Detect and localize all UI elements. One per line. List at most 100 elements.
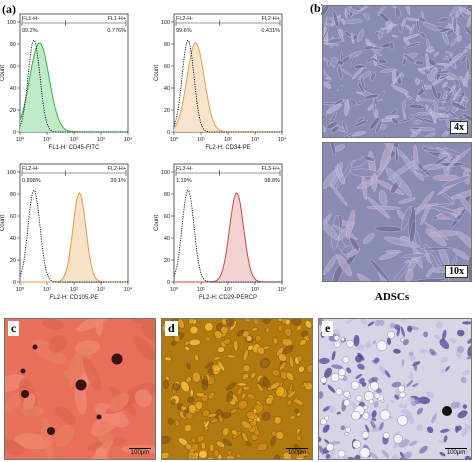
x-tick-label: 10³ bbox=[251, 287, 259, 293]
scale-bar-c: 100μm bbox=[129, 448, 151, 456]
vacuole bbox=[324, 415, 330, 421]
y-tick-label: 80 bbox=[10, 42, 16, 48]
adscs-caption: ADSCs bbox=[374, 291, 410, 303]
x-tick-label: 10¹ bbox=[43, 287, 51, 293]
y-tick-label: 20 bbox=[10, 258, 16, 264]
cell-shape bbox=[213, 449, 220, 457]
cell-shape bbox=[400, 409, 410, 415]
cell-shape bbox=[255, 400, 262, 406]
cell-shape bbox=[289, 415, 296, 420]
cell-shape bbox=[306, 364, 312, 374]
cell-shape bbox=[332, 10, 339, 28]
cell-shape bbox=[464, 47, 471, 54]
cell-shape bbox=[408, 351, 414, 357]
cell-shape bbox=[395, 146, 399, 163]
cell-shape bbox=[378, 27, 384, 40]
cell-shape bbox=[421, 79, 427, 96]
cell-shape bbox=[391, 381, 402, 388]
dark-deposit bbox=[32, 344, 38, 350]
cell-shape bbox=[460, 54, 468, 63]
cell-shape bbox=[241, 420, 252, 429]
y-tick-label: 60 bbox=[10, 64, 16, 70]
cell-shape bbox=[363, 45, 374, 50]
cell-shape bbox=[385, 20, 392, 26]
cell-shape bbox=[206, 456, 216, 459]
cell-shape bbox=[337, 254, 352, 277]
dark-deposit bbox=[47, 427, 55, 435]
cell-shape bbox=[439, 27, 451, 33]
y-tick-label: 0 bbox=[167, 280, 170, 286]
cell-shape bbox=[354, 454, 361, 459]
positive-gate-label: FL2-H+ bbox=[108, 166, 127, 172]
cell-shape bbox=[410, 355, 416, 362]
cell-shape bbox=[255, 335, 262, 342]
cell-shape bbox=[441, 329, 447, 341]
cell-shape bbox=[340, 425, 346, 431]
histogram-1: 0 20 40 60 80 100 Count 10⁰ 10¹ 10² 10³ 10⁴ FL1-H: C… bbox=[0, 13, 133, 151]
cell-shape bbox=[447, 109, 459, 119]
cell-shape bbox=[442, 55, 454, 60]
cell-shape bbox=[162, 451, 170, 459]
cell-shape bbox=[446, 155, 460, 171]
stain-image-c: c 100μm bbox=[4, 318, 156, 460]
negative-gate-percent: 0.898% bbox=[22, 178, 41, 184]
vacuole bbox=[340, 337, 345, 342]
cell-shape bbox=[304, 320, 312, 329]
cell-shape bbox=[430, 84, 438, 99]
cell-shape bbox=[426, 426, 434, 434]
vacuole bbox=[320, 376, 328, 384]
cell-shape bbox=[237, 399, 248, 410]
vacuole bbox=[376, 340, 388, 352]
x-tick-label: 10⁴ bbox=[124, 286, 133, 293]
cell-shape bbox=[424, 148, 445, 153]
cell-shape bbox=[462, 369, 470, 376]
cell-shape bbox=[196, 434, 205, 443]
cell-shape bbox=[426, 391, 435, 399]
cell-shape bbox=[259, 357, 270, 369]
cell-shape bbox=[350, 98, 357, 107]
cell-shape bbox=[323, 26, 330, 42]
cell-shape bbox=[331, 125, 340, 133]
cell-shape bbox=[460, 166, 471, 176]
cell-shape bbox=[445, 366, 450, 372]
x-tick-label: 10³ bbox=[97, 287, 105, 293]
cell-shape bbox=[357, 29, 365, 43]
cell-shape bbox=[462, 404, 468, 409]
vacuole bbox=[346, 339, 355, 348]
cell-shape bbox=[162, 435, 171, 444]
cell-shape bbox=[355, 354, 363, 363]
cell-shape bbox=[424, 221, 449, 241]
x-tick-label: 10² bbox=[70, 137, 78, 143]
cell-shape bbox=[363, 155, 376, 162]
cell-shape bbox=[330, 143, 336, 156]
cell-shape bbox=[226, 354, 237, 359]
sample-histogram-fill bbox=[174, 42, 282, 132]
cell-shape bbox=[347, 456, 357, 459]
isotype-control-line bbox=[173, 189, 282, 283]
sample-histogram-line bbox=[173, 42, 282, 133]
panel-letter-a: (a) bbox=[2, 2, 16, 16]
cell-shape bbox=[134, 389, 152, 407]
vacuole bbox=[337, 449, 346, 458]
cell-shape bbox=[184, 346, 190, 351]
cell-shape bbox=[319, 357, 330, 365]
cell-shape bbox=[413, 361, 418, 372]
cell-shape bbox=[319, 436, 322, 443]
cell-shape bbox=[187, 451, 196, 459]
cell-shape bbox=[140, 324, 155, 345]
cell-shape bbox=[381, 449, 390, 458]
cell-shape bbox=[336, 411, 341, 415]
cell-shape bbox=[355, 373, 363, 379]
cell-shape bbox=[204, 322, 214, 332]
cell-shape bbox=[428, 66, 436, 81]
vacuole bbox=[379, 409, 391, 421]
cell-shape bbox=[368, 451, 379, 459]
dark-deposit bbox=[75, 379, 87, 391]
cell-shape bbox=[217, 360, 225, 372]
y-axis-label: Count bbox=[0, 65, 6, 81]
cell-shape bbox=[337, 28, 345, 42]
cell-shape bbox=[381, 134, 388, 137]
cell-shape bbox=[409, 440, 418, 446]
cell-shape bbox=[323, 66, 329, 77]
cell-shape bbox=[189, 389, 194, 397]
